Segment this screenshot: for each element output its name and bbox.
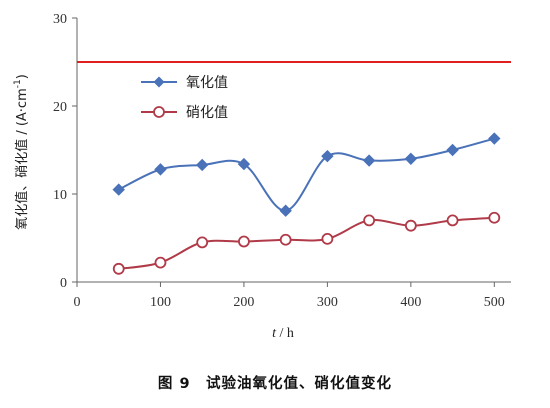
x-axis-unit: / h <box>276 326 294 341</box>
data-point-diamond <box>321 149 334 163</box>
x-tick-label: 300 <box>317 295 338 310</box>
data-point-diamond <box>237 157 251 171</box>
y-tick-label: 10 <box>53 188 67 203</box>
series-layer <box>112 132 501 275</box>
x-tick-label: 500 <box>484 295 505 310</box>
x-tick-label: 0 <box>74 295 81 310</box>
legend-label: 氧化值 <box>186 75 228 91</box>
y-axis-title-close: ) <box>15 74 30 79</box>
figure-caption: 图 9 试验油氧化值、硝化值变化 <box>157 376 393 392</box>
y-axis-title: 氧化值、硝化值 / (A·cm-1) <box>13 74 30 230</box>
data-point-diamond <box>404 152 418 166</box>
x-ticks: 0 100 200 300 400 500 <box>74 282 505 310</box>
series-line <box>118 137 495 212</box>
series-oxidation <box>112 132 501 217</box>
data-point-circle <box>321 232 334 245</box>
data-point-circle <box>196 236 209 249</box>
data-point-circle <box>154 256 167 269</box>
data-point-circle <box>404 219 417 232</box>
axes <box>76 18 511 283</box>
data-point-diamond <box>362 154 376 167</box>
data-point-diamond <box>279 204 292 217</box>
data-point-circle <box>363 214 376 227</box>
data-point-circle <box>238 235 250 248</box>
x-axis-title: t / h <box>272 326 294 341</box>
y-ticks: 0 10 20 30 <box>53 12 77 291</box>
x-axis-var: t <box>272 326 277 341</box>
data-point-circle <box>488 211 501 224</box>
data-point-diamond <box>154 163 167 176</box>
legend-label: 硝化值 <box>186 105 228 121</box>
data-point-circle <box>112 262 125 275</box>
data-point-diamond <box>488 132 501 145</box>
y-tick-label: 20 <box>53 100 67 115</box>
data-point-diamond <box>112 183 125 196</box>
y-axis-title-exponent: -1 <box>13 79 23 88</box>
data-point-circle <box>446 214 459 227</box>
y-axis-title-text: 氧化值、硝化值 / (A·cm <box>14 88 30 230</box>
legend-item: 硝化值 <box>141 105 228 121</box>
x-tick-label: 400 <box>400 295 421 310</box>
y-tick-label: 0 <box>60 276 67 291</box>
legend-marker-diamond <box>153 76 165 88</box>
legend-item: 氧化值 <box>141 75 228 91</box>
series-line <box>118 216 495 270</box>
y-tick-label: 30 <box>53 12 67 27</box>
x-tick-label: 200 <box>233 295 254 310</box>
x-tick-label: 100 <box>150 295 171 310</box>
series-nitration <box>112 211 501 275</box>
data-point-diamond <box>195 158 209 172</box>
data-point-circle <box>279 233 292 246</box>
data-point-diamond <box>446 143 459 157</box>
legend-marker-circle <box>153 106 165 118</box>
